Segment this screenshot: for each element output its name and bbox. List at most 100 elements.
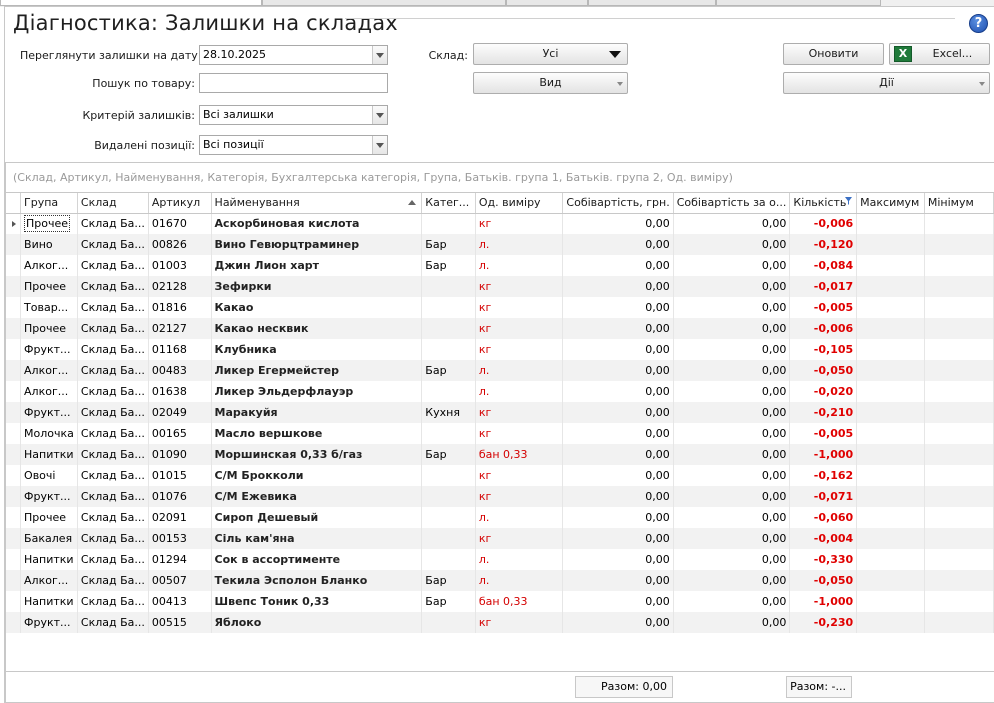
filter-icon[interactable]	[845, 197, 853, 205]
cell-group[interactable]: Фрукт...	[20, 486, 78, 507]
cell-article[interactable]: 02091	[148, 507, 212, 528]
cell-cost[interactable]: 0,00	[562, 612, 674, 633]
table-row[interactable]: Фрукт... Склад Ба... 01168 Клубника кг 0,00 0,…	[6, 339, 994, 360]
date-picker[interactable]: 28.10.2025	[199, 45, 388, 65]
cell-max[interactable]	[856, 465, 925, 486]
cell-warehouse[interactable]: Склад Ба...	[77, 318, 149, 339]
cell-name[interactable]: С/М Ежевика	[211, 486, 423, 507]
chevron-down-icon[interactable]	[372, 136, 387, 154]
cell-cost-per[interactable]: 0,00	[673, 255, 791, 276]
cell-cost-per[interactable]: 0,00	[673, 297, 791, 318]
cell-name[interactable]: Какао несквик	[211, 318, 423, 339]
cell-max[interactable]	[856, 444, 925, 465]
cell-warehouse[interactable]: Склад Ба...	[77, 339, 149, 360]
cell-unit[interactable]: кг	[475, 213, 564, 234]
cell-article[interactable]: 01015	[148, 465, 212, 486]
tab[interactable]	[262, 0, 506, 6]
cell-group[interactable]: Овочі	[20, 465, 78, 486]
column-header-qty[interactable]: Кількість	[789, 193, 858, 214]
actions-button[interactable]: Дії	[783, 72, 990, 94]
cell-max[interactable]	[856, 360, 925, 381]
cell-qty[interactable]: -0,006	[789, 318, 858, 339]
cell-max[interactable]	[856, 528, 925, 549]
cell-unit[interactable]: бан 0,33	[475, 444, 564, 465]
cell-category[interactable]	[421, 318, 476, 339]
cell-cost[interactable]: 0,00	[562, 444, 674, 465]
cell-max[interactable]	[856, 612, 925, 633]
table-row[interactable]: Алког... Склад Ба... 00507 Текила Эсполон Б…	[6, 570, 994, 591]
cell-name[interactable]: Аскорбиновая кислота	[211, 213, 423, 234]
cell-min[interactable]	[924, 549, 994, 570]
cell-max[interactable]	[856, 276, 925, 297]
cell-min[interactable]	[924, 507, 994, 528]
tab[interactable]	[0, 0, 262, 6]
table-row[interactable]: Алког... Склад Ба... 00483 Ликер Егермейсте…	[6, 360, 994, 381]
cell-warehouse[interactable]: Склад Ба...	[77, 612, 149, 633]
table-row[interactable]: Товар... Склад Ба... 01816 Какао кг 0,00 0,00-…	[6, 297, 994, 318]
cell-warehouse[interactable]: Склад Ба...	[77, 213, 149, 234]
cell-category[interactable]	[421, 507, 476, 528]
cell-group[interactable]: Прочее	[20, 507, 78, 528]
cell-warehouse[interactable]: Склад Ба...	[77, 276, 149, 297]
cell-cost-per[interactable]: 0,00	[673, 276, 791, 297]
cell-warehouse[interactable]: Склад Ба...	[77, 528, 149, 549]
cell-article[interactable]: 01076	[148, 486, 212, 507]
cell-warehouse[interactable]: Склад Ба...	[77, 570, 149, 591]
cell-warehouse[interactable]: Склад Ба...	[77, 381, 149, 402]
cell-qty[interactable]: -1,000	[789, 444, 858, 465]
cell-qty[interactable]: -0,105	[789, 339, 858, 360]
cell-max[interactable]	[856, 507, 925, 528]
tab[interactable]	[716, 0, 881, 6]
cell-article[interactable]: 01003	[148, 255, 212, 276]
cell-cost-per[interactable]: 0,00	[673, 444, 791, 465]
cell-cost-per[interactable]: 0,00	[673, 549, 791, 570]
cell-cost-per[interactable]: 0,00	[673, 570, 791, 591]
cell-group[interactable]: Бакалея	[20, 528, 78, 549]
cell-qty[interactable]: -0,084	[789, 255, 858, 276]
cell-unit[interactable]: кг	[475, 423, 564, 444]
column-header-cost-per[interactable]: Собівартість за о...	[673, 193, 791, 214]
cell-article[interactable]: 02127	[148, 318, 212, 339]
cell-name[interactable]: Ликер Эльдерфлауэр	[211, 381, 423, 402]
column-header-category[interactable]: Катег...	[421, 193, 476, 214]
cell-qty[interactable]: -0,017	[789, 276, 858, 297]
cell-category[interactable]	[421, 486, 476, 507]
cell-name[interactable]: Сок в ассортименте	[211, 549, 423, 570]
cell-category[interactable]: Кухня	[421, 402, 476, 423]
cell-cost[interactable]: 0,00	[562, 255, 674, 276]
cell-category[interactable]	[421, 465, 476, 486]
cell-group[interactable]: Алког...	[20, 570, 78, 591]
cell-qty[interactable]: -0,020	[789, 381, 858, 402]
cell-group[interactable]: Прочее	[20, 276, 78, 297]
cell-cost-per[interactable]: 0,00	[673, 528, 791, 549]
cell-unit[interactable]: бан 0,33	[475, 591, 564, 612]
column-header-warehouse[interactable]: Склад	[77, 193, 149, 214]
column-header-cost[interactable]: Собівартість, грн.	[562, 193, 674, 214]
cell-article[interactable]: 00165	[148, 423, 212, 444]
cell-name[interactable]: Ликер Егермейстер	[211, 360, 423, 381]
cell-cost-per[interactable]: 0,00	[673, 213, 791, 234]
refresh-button[interactable]: Оновити	[783, 43, 884, 65]
cell-warehouse[interactable]: Склад Ба...	[77, 423, 149, 444]
cell-cost[interactable]: 0,00	[562, 402, 674, 423]
cell-category[interactable]	[421, 297, 476, 318]
cell-max[interactable]	[856, 423, 925, 444]
cell-max[interactable]	[856, 570, 925, 591]
cell-min[interactable]	[924, 276, 994, 297]
cell-name[interactable]: Моршинская 0,33 б/газ	[211, 444, 423, 465]
warehouse-select[interactable]: Усі	[473, 43, 628, 65]
cell-name[interactable]: Зефирки	[211, 276, 423, 297]
cell-cost-per[interactable]: 0,00	[673, 423, 791, 444]
criteria-select[interactable]: Всі залишки	[199, 105, 388, 125]
help-icon[interactable]: ?	[969, 14, 988, 33]
table-row[interactable]: Алког... Склад Ба... 01638 Ликер Эльдерфлау…	[6, 381, 994, 402]
cell-min[interactable]	[924, 297, 994, 318]
chevron-down-icon[interactable]	[372, 106, 387, 124]
table-row[interactable]: Молочка Склад Ба... 00165 Масло вершкове кг 0…	[6, 423, 994, 444]
cell-name[interactable]: Какао	[211, 297, 423, 318]
cell-max[interactable]	[856, 549, 925, 570]
table-row[interactable]: Прочее Склад Ба... 02128 Зефирки кг 0,00 0,00-…	[6, 276, 994, 297]
cell-name[interactable]: Джин Лион харт	[211, 255, 423, 276]
cell-name[interactable]: Сіль кам'яна	[211, 528, 423, 549]
cell-category[interactable]: Бар	[421, 255, 476, 276]
